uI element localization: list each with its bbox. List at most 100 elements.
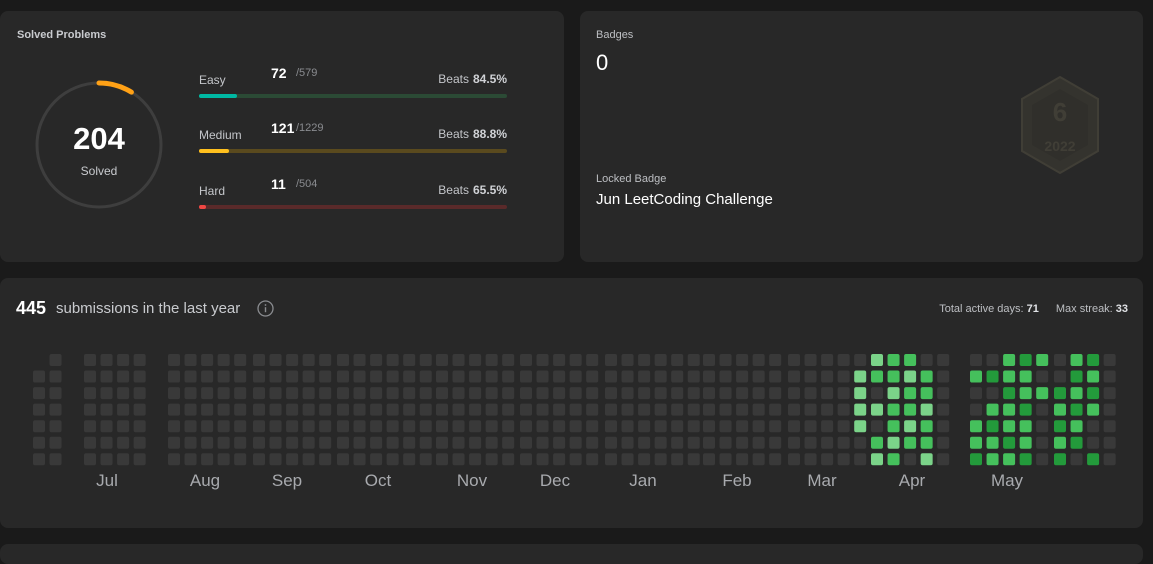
heatmap-day-cell[interactable] <box>719 453 732 466</box>
heatmap-day-cell[interactable] <box>168 403 180 416</box>
heatmap-day-cell[interactable] <box>184 420 197 433</box>
heatmap-day-cell[interactable] <box>638 387 651 400</box>
heatmap-day-cell[interactable] <box>586 420 599 433</box>
heatmap-day-cell[interactable] <box>671 420 684 433</box>
heatmap-day-cell[interactable] <box>234 370 247 383</box>
heatmap-day-cell[interactable] <box>253 370 265 383</box>
heatmap-day-cell[interactable] <box>84 354 96 366</box>
heatmap-day-cell[interactable] <box>319 387 332 400</box>
heatmap-day-cell[interactable] <box>654 403 667 416</box>
heatmap-day-cell[interactable] <box>887 453 900 466</box>
heatmap-day-cell[interactable] <box>654 420 667 433</box>
heatmap-day-cell[interactable] <box>1036 370 1049 383</box>
heatmap-day-cell[interactable] <box>1036 436 1049 449</box>
heatmap-day-cell[interactable] <box>84 387 96 400</box>
heatmap-day-cell[interactable] <box>904 420 917 433</box>
heatmap-day-cell[interactable] <box>217 436 230 449</box>
heatmap-day-cell[interactable] <box>286 420 299 433</box>
heatmap-day-cell[interactable] <box>920 453 933 466</box>
heatmap-day-cell[interactable] <box>452 453 465 466</box>
heatmap-day-cell[interactable] <box>837 354 850 366</box>
heatmap-day-cell[interactable] <box>370 370 383 383</box>
heatmap-day-cell[interactable] <box>1036 403 1049 416</box>
heatmap-day-cell[interactable] <box>403 453 416 466</box>
heatmap-day-cell[interactable] <box>703 403 715 416</box>
heatmap-day-cell[interactable] <box>168 354 180 366</box>
heatmap-day-cell[interactable] <box>485 354 498 366</box>
heatmap-day-cell[interactable] <box>353 436 366 449</box>
heatmap-day-cell[interactable] <box>184 387 197 400</box>
heatmap-day-cell[interactable] <box>654 453 667 466</box>
heatmap-day-cell[interactable] <box>553 387 566 400</box>
heatmap-day-cell[interactable] <box>553 370 566 383</box>
heatmap-day-cell[interactable] <box>719 387 732 400</box>
heatmap-day-cell[interactable] <box>286 453 299 466</box>
heatmap-day-cell[interactable] <box>854 370 867 383</box>
heatmap-day-cell[interactable] <box>370 436 383 449</box>
heatmap-day-cell[interactable] <box>337 420 349 433</box>
heatmap-day-cell[interactable] <box>217 403 230 416</box>
heatmap-day-cell[interactable] <box>100 387 113 400</box>
heatmap-day-cell[interactable] <box>553 420 566 433</box>
heatmap-day-cell[interactable] <box>719 354 732 366</box>
heatmap-day-cell[interactable] <box>736 420 749 433</box>
heatmap-day-cell[interactable] <box>1019 436 1032 449</box>
heatmap-day-cell[interactable] <box>937 403 950 416</box>
heatmap-day-cell[interactable] <box>569 420 582 433</box>
heatmap-day-cell[interactable] <box>788 436 800 449</box>
heatmap-day-cell[interactable] <box>986 403 999 416</box>
heatmap-day-cell[interactable] <box>871 453 883 466</box>
heatmap-day-cell[interactable] <box>621 403 634 416</box>
heatmap-day-cell[interactable] <box>33 420 45 433</box>
heatmap-day-cell[interactable] <box>403 420 416 433</box>
heatmap-day-cell[interactable] <box>569 387 582 400</box>
locked-badge-name[interactable]: Jun LeetCoding Challenge <box>596 191 773 208</box>
heatmap-day-cell[interactable] <box>605 370 617 383</box>
heatmap-day-cell[interactable] <box>854 403 867 416</box>
heatmap-day-cell[interactable] <box>671 403 684 416</box>
heatmap-day-cell[interactable] <box>887 387 900 400</box>
heatmap-day-cell[interactable] <box>184 354 197 366</box>
heatmap-day-cell[interactable] <box>353 420 366 433</box>
heatmap-day-cell[interactable] <box>452 354 465 366</box>
heatmap-day-cell[interactable] <box>752 436 765 449</box>
heatmap-day-cell[interactable] <box>1003 354 1016 366</box>
heatmap-day-cell[interactable] <box>337 387 349 400</box>
heatmap-day-cell[interactable] <box>84 403 96 416</box>
heatmap-day-cell[interactable] <box>536 436 549 449</box>
heatmap-day-cell[interactable] <box>100 453 113 466</box>
heatmap-day-cell[interactable] <box>520 436 532 449</box>
heatmap-day-cell[interactable] <box>871 354 883 366</box>
heatmap-day-cell[interactable] <box>353 403 366 416</box>
heatmap-day-cell[interactable] <box>788 453 800 466</box>
heatmap-day-cell[interactable] <box>403 354 416 366</box>
heatmap-day-cell[interactable] <box>201 436 214 449</box>
heatmap-day-cell[interactable] <box>217 387 230 400</box>
heatmap-day-cell[interactable] <box>1103 420 1116 433</box>
heatmap-day-cell[interactable] <box>436 370 448 383</box>
heatmap-day-cell[interactable] <box>370 387 383 400</box>
heatmap-day-cell[interactable] <box>502 403 515 416</box>
heatmap-day-cell[interactable] <box>904 370 917 383</box>
heatmap-day-cell[interactable] <box>469 403 482 416</box>
heatmap-day-cell[interactable] <box>904 354 917 366</box>
heatmap-day-cell[interactable] <box>769 420 782 433</box>
heatmap-day-cell[interactable] <box>871 420 883 433</box>
heatmap-day-cell[interactable] <box>302 436 315 449</box>
heatmap-day-cell[interactable] <box>937 387 950 400</box>
heatmap-day-cell[interactable] <box>788 420 800 433</box>
heatmap-day-cell[interactable] <box>605 420 617 433</box>
heatmap-day-cell[interactable] <box>436 354 448 366</box>
heatmap-day-cell[interactable] <box>536 420 549 433</box>
heatmap-day-cell[interactable] <box>703 370 715 383</box>
heatmap-day-cell[interactable] <box>605 436 617 449</box>
heatmap-day-cell[interactable] <box>854 354 867 366</box>
heatmap-day-cell[interactable] <box>1003 370 1016 383</box>
heatmap-day-cell[interactable] <box>1103 354 1116 366</box>
heatmap-day-cell[interactable] <box>436 453 448 466</box>
heatmap-day-cell[interactable] <box>605 387 617 400</box>
heatmap-day-cell[interactable] <box>752 420 765 433</box>
heatmap-day-cell[interactable] <box>133 436 146 449</box>
heatmap-day-cell[interactable] <box>1087 387 1100 400</box>
heatmap-day-cell[interactable] <box>100 354 113 366</box>
